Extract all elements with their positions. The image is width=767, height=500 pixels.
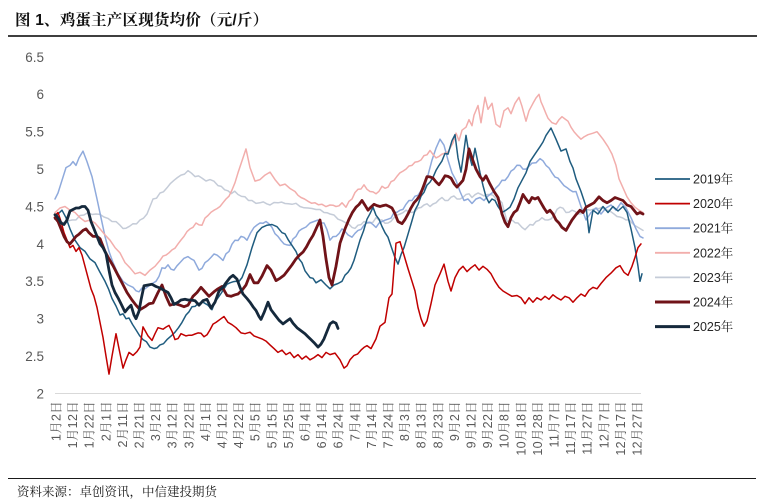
svg-text:5月15日: 5月15日 (265, 401, 279, 448)
svg-text:9月22日: 9月22日 (481, 401, 495, 448)
svg-text:2: 2 (36, 386, 44, 401)
svg-text:10月28日: 10月28日 (531, 401, 545, 456)
svg-text:7月14日: 7月14日 (365, 401, 379, 448)
svg-text:10月8日: 10月8日 (498, 401, 512, 448)
svg-text:3月2日: 3月2日 (149, 401, 163, 441)
svg-text:3.5: 3.5 (25, 274, 44, 289)
svg-text:8月23日: 8月23日 (431, 401, 445, 448)
svg-text:11月7日: 11月7日 (548, 401, 562, 447)
svg-text:3月12日: 3月12日 (166, 401, 180, 448)
svg-text:6: 6 (36, 87, 44, 102)
svg-text:2022年: 2022年 (693, 245, 733, 260)
svg-text:12月27日: 12月27日 (631, 401, 645, 456)
svg-text:2月11日: 2月11日 (116, 401, 130, 447)
svg-text:9月12日: 9月12日 (465, 401, 479, 448)
svg-text:2019年: 2019年 (693, 172, 733, 187)
svg-text:2023年: 2023年 (693, 270, 733, 285)
svg-text:1月22日: 1月22日 (83, 401, 97, 448)
svg-text:4: 4 (36, 237, 44, 252)
svg-text:8月13日: 8月13日 (415, 401, 429, 448)
svg-text:4.5: 4.5 (25, 199, 44, 214)
svg-text:7月24日: 7月24日 (382, 401, 396, 448)
svg-text:4月12日: 4月12日 (216, 401, 230, 448)
svg-text:2024年: 2024年 (693, 295, 733, 310)
svg-text:9月2日: 9月2日 (448, 401, 462, 441)
svg-text:6.5: 6.5 (25, 50, 44, 65)
svg-text:2021年: 2021年 (693, 221, 733, 236)
svg-text:4月1日: 4月1日 (199, 401, 213, 441)
svg-text:5月25日: 5月25日 (282, 401, 296, 448)
svg-text:2025年: 2025年 (693, 319, 733, 334)
svg-text:4月22日: 4月22日 (232, 401, 246, 448)
svg-text:2020年: 2020年 (693, 196, 733, 211)
svg-text:1月2日: 1月2日 (50, 401, 64, 441)
svg-text:6月4日: 6月4日 (299, 401, 313, 441)
svg-text:12月17日: 12月17日 (614, 401, 628, 456)
svg-text:5: 5 (36, 162, 44, 177)
svg-text:11月17日: 11月17日 (564, 401, 578, 455)
svg-text:5月5日: 5月5日 (249, 401, 263, 441)
svg-text:12月7日: 12月7日 (597, 401, 611, 448)
svg-text:3月22日: 3月22日 (182, 401, 196, 448)
svg-text:7月4日: 7月4日 (348, 401, 362, 441)
svg-text:6月14日: 6月14日 (315, 401, 329, 448)
svg-text:3: 3 (36, 312, 44, 327)
svg-text:10月18日: 10月18日 (514, 401, 528, 456)
svg-text:8月3日: 8月3日 (398, 401, 412, 441)
svg-text:2月21日: 2月21日 (133, 401, 147, 448)
svg-text:2.5: 2.5 (25, 349, 44, 364)
svg-text:5.5: 5.5 (25, 125, 44, 140)
svg-text:11月27日: 11月27日 (581, 401, 595, 455)
svg-text:1月12日: 1月12日 (66, 401, 80, 448)
svg-text:2月1日: 2月1日 (99, 401, 113, 441)
svg-text:6月24日: 6月24日 (332, 401, 346, 448)
